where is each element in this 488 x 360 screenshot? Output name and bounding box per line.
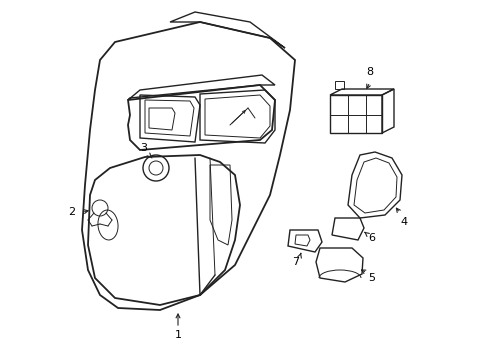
Text: 6: 6: [368, 233, 375, 243]
Text: 3: 3: [140, 143, 147, 153]
Text: 8: 8: [366, 67, 373, 77]
Text: 4: 4: [400, 217, 407, 227]
Text: 5: 5: [368, 273, 375, 283]
Text: 1: 1: [174, 330, 181, 340]
Text: 7: 7: [292, 257, 299, 267]
Text: 2: 2: [68, 207, 76, 217]
